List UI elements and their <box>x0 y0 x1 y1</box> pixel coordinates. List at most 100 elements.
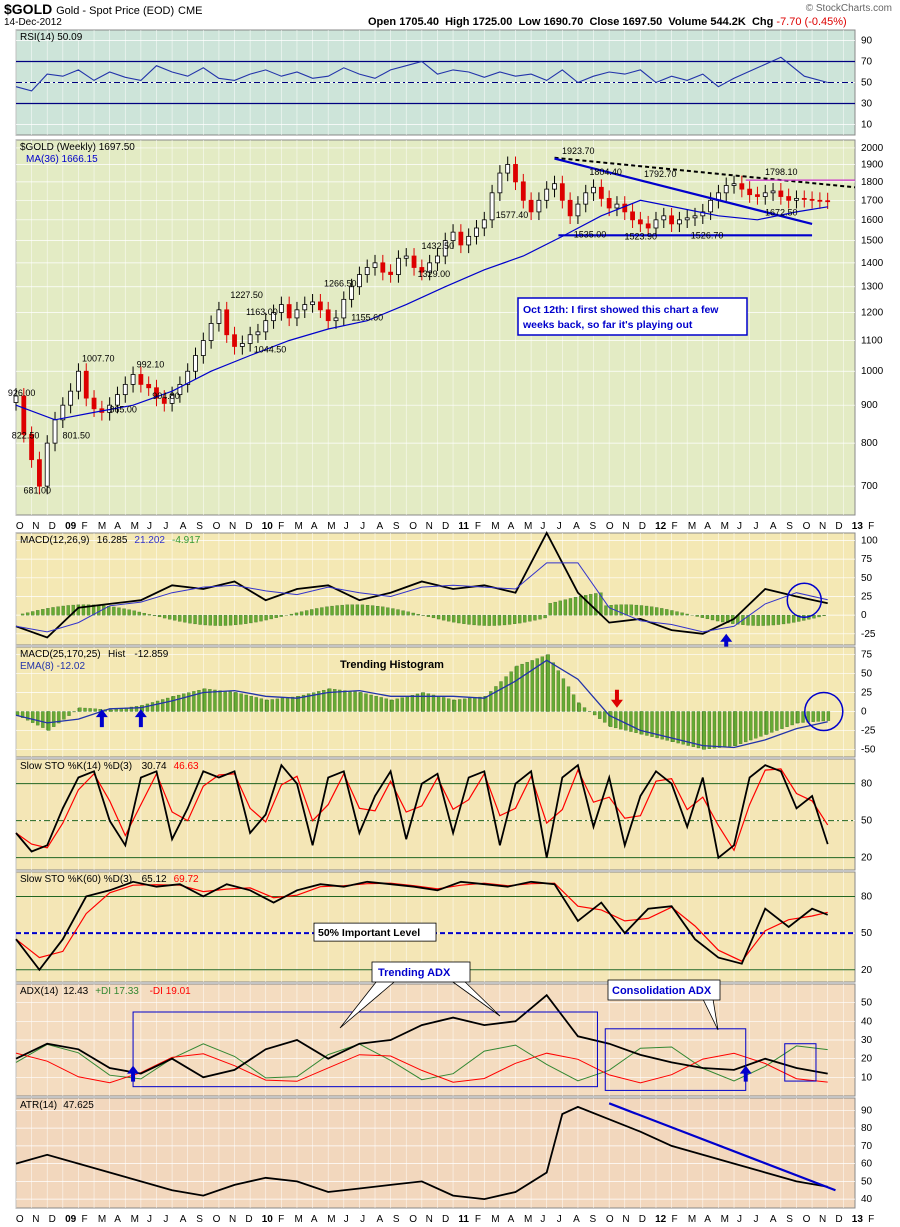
macd-hist-bar <box>457 614 461 624</box>
macd-hist-bar <box>91 604 96 616</box>
candle <box>247 334 253 344</box>
trend-hist-bar <box>717 711 722 748</box>
sto60-d-line <box>15 882 828 962</box>
x-tick-label: S <box>196 1214 203 1225</box>
trend-hist-bar <box>744 711 748 743</box>
x-tick-label: N <box>229 1214 236 1225</box>
trend-hist-bar <box>489 691 493 712</box>
trend-hist-bar <box>629 711 633 732</box>
macd-hist-bar <box>330 605 334 616</box>
trend-hist-bar <box>441 697 446 712</box>
symbol: $GOLD <box>4 1 53 17</box>
legend-text: 69.72 <box>174 874 199 885</box>
x-tick-label: A <box>770 521 777 532</box>
y-tick-label: 900 <box>861 400 878 411</box>
x-tick-label: D <box>442 521 449 532</box>
candle <box>317 301 323 311</box>
atr-legend: ATR(14) <box>20 1100 57 1111</box>
y-tick-label: 30 <box>861 99 873 110</box>
candle <box>130 374 136 385</box>
macd-hist-bar <box>198 614 202 625</box>
macd-signal-line <box>15 562 828 633</box>
x-tick-label: 11 <box>458 1214 469 1225</box>
atr-panel <box>15 1097 856 1209</box>
macd-hist-bar <box>472 614 476 626</box>
macd-hist-bar <box>817 614 821 618</box>
candle <box>536 199 542 213</box>
trend-hist-bar <box>551 662 555 712</box>
trend-hist-bar <box>223 691 227 712</box>
price-level-label: 1535.00 <box>574 229 607 239</box>
y-tick-label: 50 <box>861 669 873 680</box>
consolidation-adx-callout <box>607 979 721 1001</box>
macd-hist-bar <box>665 609 669 616</box>
trend-hist-bar <box>359 692 363 712</box>
macd-hist-bar <box>299 611 304 616</box>
macd-hist-bar <box>315 608 319 616</box>
x-tick-label: 11 <box>458 521 469 532</box>
macd-hist-bar <box>391 608 395 616</box>
x-tick-label: M <box>721 1214 729 1225</box>
trend-hist-bar <box>270 699 274 712</box>
macd-hist-bar <box>715 614 720 622</box>
y-tick-label: 1200 <box>861 308 884 319</box>
x-tick-label: J <box>147 521 152 532</box>
macd-panel <box>15 532 856 646</box>
candle <box>801 198 807 200</box>
x-tick-label: 13 <box>852 521 864 532</box>
macd-hist-bar <box>218 614 223 626</box>
trend-hist-bar <box>571 694 576 712</box>
macd-hist-bar <box>188 614 192 624</box>
candle <box>278 304 284 313</box>
candle <box>310 301 315 305</box>
trend-hist-bar <box>540 656 545 712</box>
ema-legend: EMA(8) -12.02 <box>20 661 85 672</box>
y-tick-label: -50 <box>861 744 876 755</box>
macd-hist-bar <box>107 606 111 616</box>
macd-hist-bar <box>279 614 283 617</box>
price-level-label: 1266.50 <box>324 279 357 289</box>
candle <box>739 183 745 190</box>
candle <box>200 340 206 356</box>
macd-hist-bar <box>137 611 141 616</box>
macd-hist-bar <box>462 614 466 624</box>
trend-hist-bar <box>364 693 368 712</box>
trend-hist-bar <box>25 711 30 721</box>
macd-hist-bar <box>269 614 273 620</box>
trend-hist-bar <box>306 693 311 712</box>
trend-hist-bar <box>31 711 35 723</box>
trend-hist-bar <box>67 711 71 716</box>
macd-hist-bar <box>431 614 436 619</box>
trending-adx-callout <box>371 961 471 983</box>
trend-hist-bar <box>374 696 378 712</box>
sto14-k-line <box>15 763 829 860</box>
candle <box>786 196 792 201</box>
trend-hist-bar <box>765 711 769 735</box>
close-value: 1697.50 <box>622 16 663 28</box>
trend-hist-bar <box>515 665 519 712</box>
y-tick-label: 70 <box>861 1141 873 1152</box>
macd-hist-bar <box>340 604 344 616</box>
trend-hist-bar <box>343 690 347 712</box>
x-tick-label: D <box>49 1214 56 1225</box>
candle <box>294 309 300 319</box>
trend-hist-bar <box>681 711 685 745</box>
trend-hist-bar <box>821 711 825 722</box>
note-box <box>517 297 748 336</box>
ohlc-readout: Open 1705.40 High 1725.00 Low 1690.70 Cl… <box>368 16 847 28</box>
trend-hist-bar <box>182 693 186 712</box>
macd-cross-circle <box>786 582 823 618</box>
candle <box>154 387 159 399</box>
macd-hist-bar <box>624 604 628 616</box>
macd-hist-bar <box>183 614 187 623</box>
y-tick-label: 1500 <box>861 236 884 247</box>
macd-hist-bar <box>406 611 410 616</box>
y-tick-label: 100 <box>861 535 878 546</box>
atr-trendline <box>608 1102 836 1192</box>
consolidation-adx-box <box>604 1028 747 1091</box>
candle <box>528 199 534 213</box>
current-adx-box <box>784 1043 817 1082</box>
macd-hist-bar <box>254 614 258 623</box>
macd-hist-bar <box>538 614 542 620</box>
macd-hist-bar <box>239 614 243 625</box>
